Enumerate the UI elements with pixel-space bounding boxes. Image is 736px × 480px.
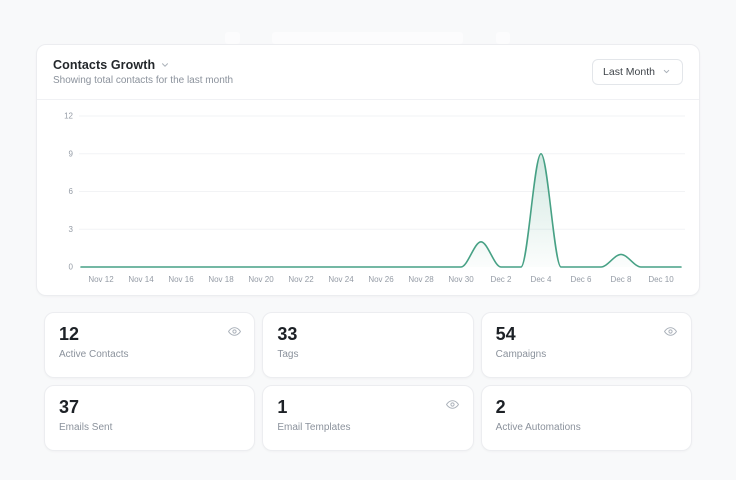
stat-card-active-automations: 2 Active Automations	[480, 385, 692, 451]
stat-value: 54	[495, 324, 516, 344]
cropped-toolbar-fragment	[272, 32, 463, 44]
stats-grid: 12 Active Contacts 33 Tags 54 Campaigns …	[44, 312, 692, 451]
x-axis-tick-label: Nov 16	[168, 275, 194, 284]
x-axis-tick-label: Dec 8	[611, 275, 632, 284]
stat-label: Emails Sent	[59, 421, 113, 433]
stat-label: Active Contacts	[59, 348, 129, 360]
area-fill	[81, 153, 681, 267]
stat-card-active-contacts: 12 Active Contacts	[44, 312, 256, 378]
stat-card-emails-sent: 37 Emails Sent	[44, 385, 256, 451]
stat-value: 1	[277, 397, 288, 417]
contacts-growth-chart: 0 3 6 9 12 Nov 12 Nov 14 Nov 16 Nov 18 Nov 20 Nov …	[64, 112, 685, 284]
y-axis-tick-label: 6	[69, 187, 74, 196]
y-axis-tick-label: 12	[64, 112, 73, 121]
stat-label: Campaigns	[495, 348, 547, 360]
chart-subtitle: Showing total contacts for the last mont…	[53, 75, 234, 86]
x-axis-tick-label: Nov 24	[328, 275, 354, 284]
chevron-down-icon	[662, 67, 672, 77]
chart-plot-area[interactable]: 0 3 6 9 12 Nov 12 Nov 14 Nov 16 Nov 18 Nov 20 Nov …	[37, 100, 701, 295]
stat-label: Email Templates	[277, 421, 351, 433]
y-axis-tick-label: 3	[69, 225, 74, 234]
date-range-selector[interactable]: Last Month	[592, 59, 683, 85]
contacts-growth-card: Contacts Growth Showing total contacts f…	[36, 44, 700, 296]
cropped-toolbar-fragment	[225, 32, 240, 44]
y-axis-tick-label: 9	[69, 149, 74, 158]
eye-icon[interactable]	[445, 396, 461, 412]
eye-icon[interactable]	[663, 323, 679, 339]
stat-card-campaigns: 54 Campaigns	[480, 312, 692, 378]
x-axis-tick-label: Nov 12	[88, 275, 114, 284]
x-axis-tick-label: Nov 20	[248, 275, 274, 284]
x-axis-tick-label: Nov 28	[408, 275, 434, 284]
eye-icon[interactable]	[226, 323, 242, 339]
x-axis-tick-label: Nov 30	[448, 275, 474, 284]
stat-value: 2	[495, 397, 506, 417]
stat-value: 33	[277, 324, 298, 344]
stat-value: 37	[59, 397, 80, 417]
x-axis-tick-label: Dec 10	[648, 275, 674, 284]
x-axis-tick-label: Dec 4	[531, 275, 552, 284]
x-axis-tick-label: Dec 2	[491, 275, 512, 284]
stat-label: Active Automations	[495, 421, 581, 433]
stat-card-tags: 33 Tags	[262, 312, 474, 378]
x-axis-tick-label: Nov 18	[208, 275, 234, 284]
date-range-label: Last Month	[603, 66, 655, 78]
x-axis-tick-label: Nov 22	[288, 275, 314, 284]
y-axis-tick-label: 0	[69, 263, 74, 272]
chart-title: Contacts Growth	[53, 58, 156, 72]
x-axis-tick-label: Nov 26	[368, 275, 394, 284]
stat-label: Tags	[277, 348, 299, 360]
stat-card-email-templates: 1 Email Templates	[262, 385, 474, 451]
chevron-down-icon[interactable]	[160, 60, 170, 70]
chart-card-heading: Contacts Growth Showing total contacts f…	[53, 58, 233, 86]
chart-card-header: Contacts Growth Showing total contacts f…	[37, 45, 699, 100]
x-axis-tick-label: Nov 14	[128, 275, 154, 284]
stat-value: 12	[59, 324, 80, 344]
data-line	[80, 152, 682, 268]
cropped-toolbar-fragment	[496, 32, 510, 44]
x-axis-tick-label: Dec 6	[571, 275, 592, 284]
